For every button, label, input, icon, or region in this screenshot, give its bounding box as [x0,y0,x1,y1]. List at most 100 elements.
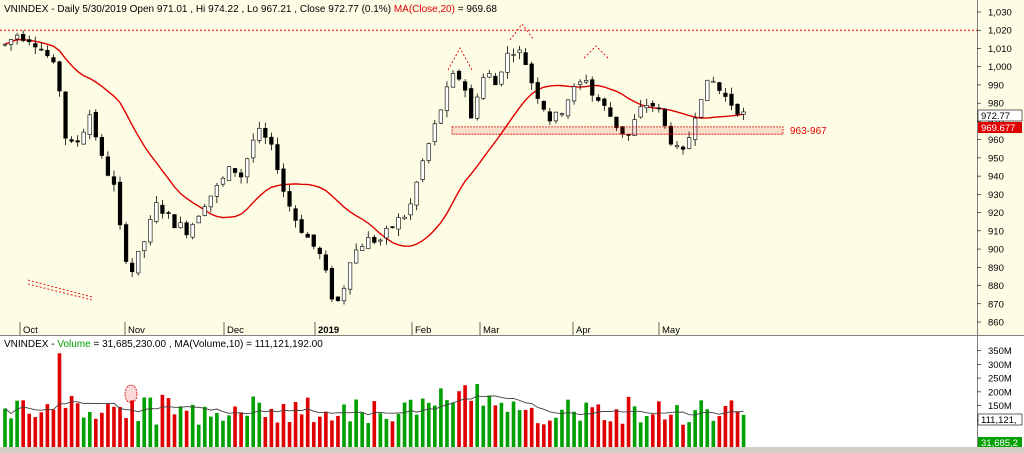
volume-bar [124,418,128,447]
vol-header-value: 31,685,230.00 [102,339,166,350]
candle-body [699,99,704,118]
candle-body [130,262,135,273]
volume-bar [687,422,691,447]
volume-bar [118,406,122,447]
price-tick-label: 880 [988,281,1004,292]
candle-body [584,80,589,83]
price-tick-label: 940 [988,172,1004,183]
candle-body [323,254,328,271]
volume-bar [45,404,50,447]
volume-bar [578,420,582,447]
ma-tag-box [978,122,1022,133]
candle-body [117,181,123,226]
candle-body [208,195,213,208]
candle-body [414,181,419,206]
candle-body [505,52,510,73]
candle-body [136,250,141,274]
candle-body [378,239,383,242]
volume-bar [705,409,710,447]
candle-body [420,160,425,180]
candle-body [735,103,740,115]
volume-bar [493,405,498,447]
volume-bar [184,410,189,447]
header-date: 5/30/2019 [82,4,127,15]
volume-bar [69,395,74,447]
vol-header-symbol: VNINDEX [4,339,49,350]
volume-bar [324,411,328,447]
candle-body [523,52,528,65]
volume-bar [481,405,486,447]
volume-bar [408,399,413,447]
volume-bar [669,414,673,447]
x-tick-label: Dec [227,325,244,336]
header-close: 972.77 [328,4,359,15]
volume-bar [317,416,322,447]
candle-body [178,222,183,228]
candle-body [33,43,38,48]
vol-tick-label: 350M [988,346,1012,357]
header-ma-label: MA(Close,20) [394,4,455,15]
candle-body [257,127,262,141]
volume-bar [93,418,98,447]
candle-body [299,219,304,233]
candle-body [354,249,359,264]
candle-body [172,214,177,229]
volume-highlight-marker [124,384,138,404]
candle-body [596,97,601,101]
candle-body [45,49,50,57]
volume-bar [51,409,56,447]
candle-body [723,92,728,97]
candle-body [75,140,80,143]
candle-body [305,233,310,238]
header-high: 974.22 [208,4,239,15]
candle-body [360,246,365,251]
candle-body [475,96,480,119]
candle-body [245,158,250,178]
volume-bar [614,409,619,447]
volume-bar [590,407,595,447]
volume-bar [196,424,201,447]
candle-body [311,234,316,247]
candle-body [51,57,56,63]
header-low-label: Lo [247,4,259,15]
volume-bar [457,391,461,447]
candle-body [232,168,238,173]
sheet-tabs-bar[interactable] [0,447,1024,453]
candle-body [741,111,746,115]
volume-bar [433,405,437,447]
vol-tick-label: 300M [988,360,1012,371]
volume-bar [336,415,340,447]
price-tick-label: 1,030 [988,8,1012,19]
volume-bar [529,407,534,447]
trend-marker [27,283,93,301]
volume-bar [311,422,316,447]
price-axis-area[interactable] [977,0,1024,335]
volume-bar [354,399,358,447]
volume-bar [281,403,286,447]
volume-bar [100,412,104,447]
candle-body [69,139,74,142]
volume-bar [711,420,716,447]
volume-bar [523,409,528,447]
candle-body [184,222,189,236]
candle-body [57,61,62,92]
volume-bar [632,406,637,447]
volume-bar [723,405,728,447]
candle-body [39,48,44,51]
price-pane[interactable] [0,0,977,335]
candle-body [238,172,244,178]
price-tick-label: 1,020 [988,26,1012,37]
candle-body [608,107,613,117]
candle-body [541,100,546,110]
candle-body [366,237,371,249]
price-tick-label: 920 [988,208,1004,219]
volume-bar [620,423,625,447]
candle-body [8,39,14,45]
volume-bar [499,402,504,447]
volume-bar [717,416,722,447]
candle-body [432,123,437,142]
candle-body [662,108,667,126]
volume-bar [729,400,734,447]
